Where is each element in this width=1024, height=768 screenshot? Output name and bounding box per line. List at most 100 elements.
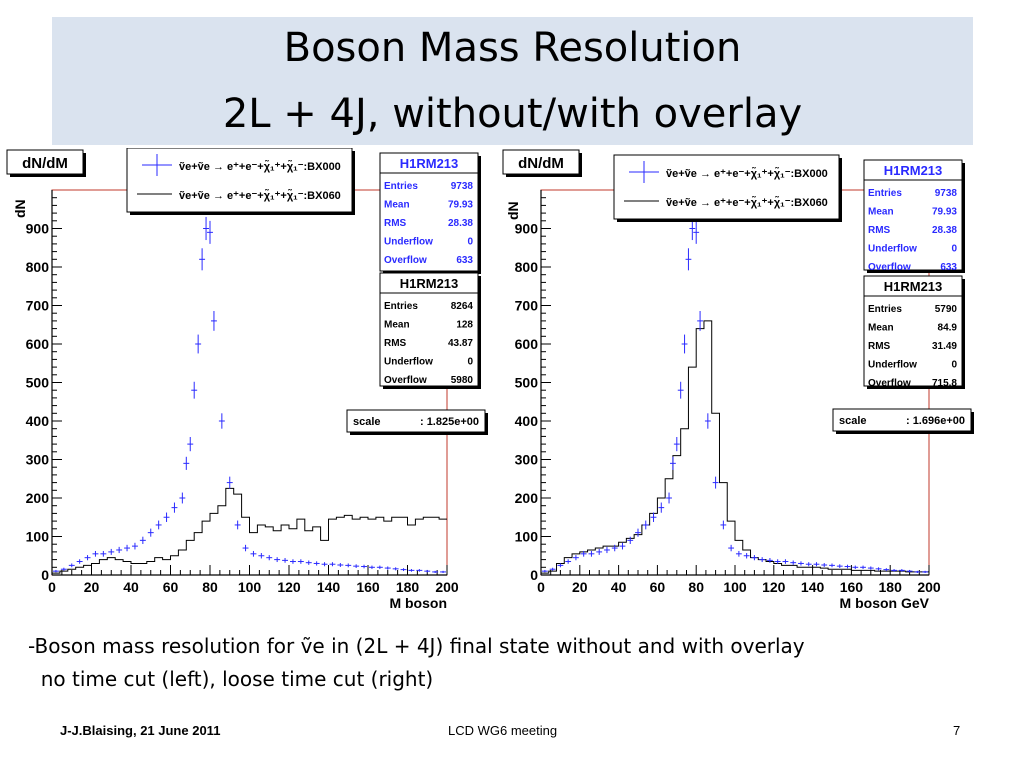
legend-box — [126, 147, 353, 213]
series-bx000-point — [774, 559, 781, 564]
series-bx000-point — [313, 561, 320, 566]
caption-line2: no time cut (left), loose time cut (righ… — [28, 667, 434, 691]
series-bx000-point — [898, 569, 905, 572]
x-tick-label: 100 — [723, 579, 747, 595]
stats-box-bx060 — [379, 272, 479, 387]
stats-box-bx000-title: H1RM213 — [884, 163, 943, 178]
stats-box-bx000 — [863, 159, 963, 271]
y-tick-label: 900 — [26, 221, 50, 237]
series-bx000-point — [790, 560, 797, 565]
stats-box-bx000-row-label: Mean — [868, 207, 894, 218]
series-bx000-point — [440, 570, 447, 574]
stats-box-bx000-row-value: 9738 — [451, 181, 474, 192]
x-tick-label: 20 — [84, 579, 100, 595]
x-tick-label: 120 — [762, 579, 786, 595]
series-bx000-point — [805, 562, 812, 567]
x-tick-label: 180 — [879, 579, 903, 595]
stats-box-bx000-row-value: 9738 — [935, 188, 958, 199]
stats-box-bx000-row-label: Entries — [868, 188, 902, 199]
series-bx000-point — [258, 553, 265, 559]
y-tick-label: 500 — [515, 375, 539, 391]
x-tick-label: 0 — [48, 579, 56, 595]
series-bx000-point — [681, 334, 688, 354]
series-bx000-point — [337, 563, 344, 567]
series-bx000-point — [720, 520, 727, 530]
stats-box-bx000-row-value: 28.38 — [448, 218, 473, 229]
series-bx000-point — [875, 567, 882, 571]
series-bx000-point — [210, 311, 217, 331]
stats-box-bx060-row-label: Entries — [384, 301, 418, 312]
title-band: Boson Mass Resolution 2L + 4J, without/w… — [52, 17, 973, 145]
scale-box — [346, 409, 486, 433]
series-bx000-point — [573, 555, 579, 561]
series-bx000-point — [207, 220, 213, 244]
x-axis-title: M boson GeV — [840, 595, 930, 611]
series-bx000-point — [685, 248, 692, 271]
series-bx000-point — [266, 555, 273, 561]
series-bx000-point — [116, 546, 123, 554]
stats-box-bx000-row-label: Underflow — [384, 237, 433, 248]
x-tick-label: 20 — [572, 579, 588, 595]
series-bx000-point — [124, 544, 131, 552]
x-tick-label: 100 — [238, 579, 262, 595]
stats-box-bx060-row-value: 84.9 — [938, 323, 958, 334]
series-bx000-point — [345, 563, 352, 568]
ylabel-box — [502, 149, 580, 175]
series-bx000-point — [155, 520, 162, 530]
series-bx000-point — [611, 544, 618, 552]
x-axis-title: M boson — [389, 595, 447, 611]
stats-box-bx060-row-value: 0 — [467, 357, 473, 368]
series-bx000-point — [60, 567, 67, 571]
series-bx000-point — [392, 567, 399, 571]
stats-box-bx060-row-label: Entries — [868, 304, 902, 315]
histogram-right: 0 20 40 60 80 100 120 140 160 180 200 0 100 200 300 400… — [496, 148, 991, 618]
series-bx000-point — [289, 559, 296, 564]
slide-title-line1: Boson Mass Resolution — [283, 25, 742, 71]
series-bx000-point — [650, 512, 657, 522]
series-bx000-point — [642, 520, 649, 530]
ylabel-box — [6, 149, 84, 175]
series-bx000-point — [163, 512, 170, 522]
series-bx060-step — [51, 487, 447, 575]
series-bx000-point — [677, 381, 684, 399]
series-bx000-point — [226, 476, 233, 489]
y-tick-label: 900 — [515, 221, 539, 237]
series-bx000-point — [400, 568, 407, 572]
series-bx000-point — [759, 557, 766, 563]
series-bx000-point — [836, 564, 843, 568]
series-bx000-point — [183, 456, 190, 470]
stats-box-bx060-title: H1RM213 — [884, 279, 943, 294]
series-bx000-point — [580, 550, 587, 557]
series-bx000-point — [588, 550, 595, 557]
scale-value: : 1.696e+00 — [906, 415, 965, 427]
x-tick-label: 180 — [396, 579, 420, 595]
series-bx000-point — [171, 502, 178, 513]
series-bx000-point — [353, 564, 360, 568]
y-tick-label: 300 — [515, 452, 539, 468]
series-bx000-point — [829, 563, 835, 568]
series-bx000-point — [860, 565, 866, 570]
series-bx000-point — [627, 536, 634, 545]
stats-box-bx060 — [863, 275, 963, 387]
y-tick-label: 700 — [515, 298, 539, 314]
series-bx000-point — [321, 562, 328, 567]
y-tick-label: 600 — [515, 336, 539, 352]
series-bx000-point — [619, 542, 626, 550]
x-tick-label: 40 — [123, 579, 139, 595]
series-bx000-point — [432, 570, 439, 574]
stats-box-bx000-row-value: 0 — [467, 237, 473, 248]
legend-entry-bx060: ṽe+ṽe → e⁺+e⁻+χ̃₁⁺+χ̃₁⁻:BX060 — [179, 189, 341, 202]
series-bx000-point — [549, 567, 556, 571]
series-bx000-point — [282, 557, 289, 563]
series-bx000-point — [131, 542, 138, 550]
ylabel-box-text: dN/dM — [518, 155, 564, 172]
series-bx000-point — [735, 550, 742, 557]
stats-box-bx000-row-label: Entries — [384, 181, 418, 192]
legend-entry-bx000: ṽe+ṽe → e⁺+e⁻+χ̃₁⁺+χ̃₁⁻:BX000 — [179, 160, 341, 173]
series-bx000-point — [693, 220, 700, 244]
series-bx000-point — [565, 559, 572, 564]
x-tick-label: 60 — [163, 579, 179, 595]
stats-box-bx060-row-value: 8264 — [451, 301, 474, 312]
series-bx000-point — [92, 550, 99, 557]
stats-box-bx000-row-value: 0 — [951, 244, 957, 255]
